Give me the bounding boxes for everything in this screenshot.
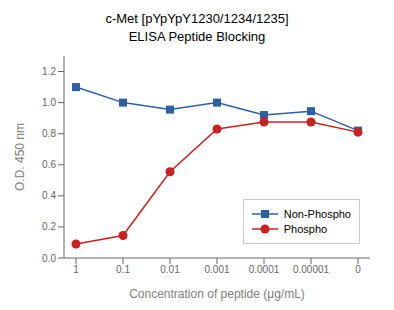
svg-text:0.6: 0.6 — [42, 159, 56, 170]
svg-text:0.001: 0.001 — [204, 264, 229, 275]
svg-text:0.0: 0.0 — [42, 253, 56, 264]
html-text:Phospho: Phospho — [283, 223, 328, 235]
svg-text:1.2: 1.2 — [42, 66, 56, 77]
svg-text:1: 1 — [73, 264, 79, 275]
svg-text:Concentration of peptide (μg/m: Concentration of peptide (μg/mL) — [129, 287, 305, 301]
html-text:ELISA Peptide Blocking: ELISA Peptide Blocking — [128, 29, 266, 44]
svg-text:0.0001: 0.0001 — [249, 264, 280, 275]
svg-text:1.0: 1.0 — [42, 97, 56, 108]
svg-text:0.2: 0.2 — [42, 221, 56, 232]
svg-text:0.00001: 0.00001 — [293, 264, 330, 275]
html-text:c-Met [pYpYpY1230/1234/1235]: c-Met [pYpYpY1230/1234/1235] — [105, 11, 289, 26]
svg-text:0.8: 0.8 — [42, 128, 56, 139]
svg-text:0.4: 0.4 — [42, 190, 56, 201]
svg-text:O.D. 450 nm: O.D. 450 nm — [13, 123, 27, 191]
svg-text:0.01: 0.01 — [160, 264, 180, 275]
svg-text:0.1: 0.1 — [116, 264, 130, 275]
svg-text:0: 0 — [355, 264, 361, 275]
html-text:Non-Phospho: Non-Phospho — [283, 208, 351, 220]
